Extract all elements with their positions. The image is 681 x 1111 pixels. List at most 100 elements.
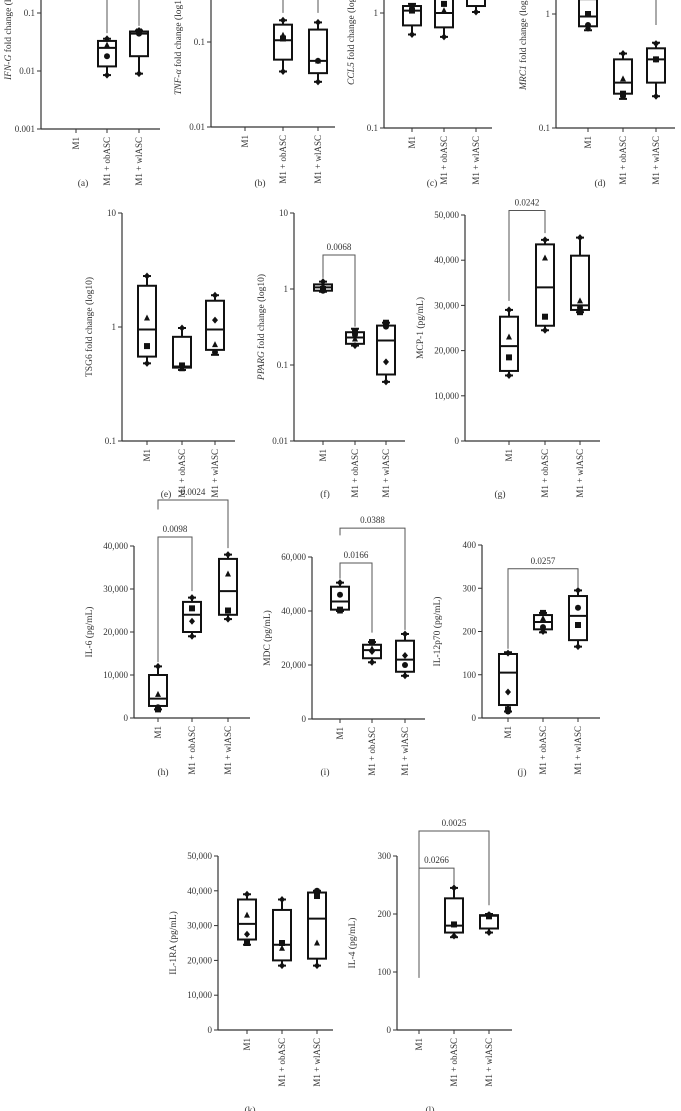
data-point-circle	[104, 53, 110, 60]
panel-caption: (j)	[518, 767, 527, 778]
y-axis-label-text: fold change (log10)	[173, 0, 184, 69]
x-tick-label: M1	[503, 726, 513, 739]
data-point-square	[540, 609, 546, 616]
data-point-diamond	[225, 551, 231, 559]
data-point-square	[383, 319, 389, 326]
box-2	[395, 630, 415, 680]
data-point-square	[451, 921, 457, 928]
y-tick-label: 60,000	[281, 552, 306, 562]
box-0	[148, 662, 168, 713]
data-point-diamond	[352, 342, 358, 350]
y-axis-label-text: MDC (pg/mL)	[262, 610, 273, 666]
x-tick-label: M1	[242, 1038, 252, 1051]
y-tick-label: 0	[124, 713, 129, 723]
x-tick-label: M1 + wlASC	[312, 1038, 322, 1087]
data-point-square	[225, 607, 231, 614]
y-axis-label-text: fold change (log10)	[346, 0, 357, 62]
x-tick-label: M1 + obASC	[449, 1038, 459, 1087]
panel-h: 0 10,000 20,000 30,000 40,000 M1 M1 + obASC M1 …	[84, 487, 250, 778]
box-iqr	[273, 23, 293, 61]
y-axis-label-text: fold change (log10)	[256, 274, 267, 351]
y-tick-label: 10	[107, 208, 117, 218]
x-tick-label: M1	[335, 727, 345, 740]
y-tick-label: 100	[463, 670, 477, 680]
data-point-diamond	[409, 31, 415, 39]
data-point-circle	[314, 887, 320, 894]
data-point-diamond	[244, 890, 250, 898]
x-tick-label: M1 + wlASC	[575, 449, 585, 498]
y-tick-label: 30,000	[187, 921, 212, 931]
data-point-diamond	[653, 40, 659, 48]
data-point-diamond	[451, 884, 457, 892]
x-tick-label: M1	[240, 135, 250, 148]
box-2	[570, 234, 590, 316]
y-tick-label: 200	[463, 627, 477, 637]
y-tick-label: 100	[378, 967, 392, 977]
x-tick-label: M1	[142, 449, 152, 462]
data-point-diamond	[280, 67, 286, 75]
box-iqr	[308, 28, 328, 75]
data-point-diamond	[279, 962, 285, 970]
p-value-label: 0.0025	[442, 818, 467, 828]
box-2	[205, 291, 225, 356]
box-1	[272, 896, 292, 970]
x-tick-label: M1	[71, 137, 81, 150]
y-tick-label: 40,000	[187, 886, 212, 896]
box-iqr	[272, 908, 292, 962]
data-point-square	[369, 639, 375, 646]
y-axis-label-gene: TNF-α	[174, 68, 184, 95]
data-point-diamond	[179, 324, 185, 332]
x-tick-label: M1 + wlASC	[210, 449, 220, 498]
data-point-diamond	[542, 236, 548, 244]
x-tick-label: M1 + obASC	[277, 1038, 287, 1087]
data-point-circle	[409, 3, 415, 10]
y-axis-label-gene: CCL5	[347, 62, 357, 85]
box-2	[307, 887, 327, 970]
box-iqr	[499, 315, 519, 372]
significance-bracket	[106, 0, 108, 34]
panel-l: 0 100 200 300 M1 M1 + obASC M1 + wlASC IL-4 (pg…	[347, 818, 512, 1111]
data-point-diamond	[486, 929, 492, 937]
x-tick-label: M1	[504, 449, 514, 462]
panel-a: 0.001 0.01 0.1 M1 M1 + obASC M1 + wlASC IFN-G …	[3, 0, 160, 189]
y-axis-label: TSG6 fold change (log10)	[84, 277, 95, 377]
box-2	[129, 26, 149, 78]
y-axis-label: MCP-1 (pg/mL)	[415, 297, 426, 359]
data-point-square	[441, 0, 447, 7]
data-point-triangle	[337, 607, 343, 614]
data-point-diamond	[369, 658, 375, 666]
y-tick-label: 40,000	[434, 255, 459, 265]
significance-bracket	[418, 830, 490, 978]
data-point-square	[575, 622, 581, 629]
significance-bracket	[655, 0, 657, 26]
data-point-diamond	[189, 632, 195, 640]
y-axis-label: IL-12p70 (pg/mL)	[432, 597, 443, 667]
data-point-circle	[577, 304, 583, 311]
x-tick-label: M1	[153, 726, 163, 739]
panel-caption: (f)	[320, 489, 330, 500]
y-tick-label: 50,000	[434, 210, 459, 220]
box-iqr	[137, 284, 157, 358]
data-point-diamond	[653, 92, 659, 100]
p-value-label: 0.0166	[344, 550, 369, 560]
x-tick-label: M1 + wlASC	[223, 726, 233, 775]
y-tick-label: 1	[374, 8, 379, 18]
panel-e: 0.1 1 10 M1 M1 + obASC M1 + wlASC TSG6 fold ch…	[84, 208, 235, 500]
x-tick-label: M1 + wlASC	[573, 726, 583, 775]
x-tick-label: M1 + obASC	[618, 136, 628, 185]
y-axis-label: TNF-α fold change (log10)	[173, 0, 184, 95]
x-tick-label: M1 + obASC	[538, 726, 548, 775]
x-tick-label: M1 + obASC	[439, 136, 449, 185]
y-axis-label-gene: MRC1	[519, 65, 529, 91]
y-tick-label: 0	[387, 1025, 392, 1035]
box-1	[97, 35, 117, 79]
y-axis-label: CCL5 fold change (log10)	[346, 0, 357, 85]
y-tick-label: 0.1	[194, 37, 205, 47]
data-point-diamond	[486, 911, 492, 919]
data-point-triangle	[179, 365, 185, 372]
data-point-square	[280, 35, 286, 42]
x-tick-label: M1	[407, 136, 417, 149]
x-tick-label: M1 + obASC	[187, 726, 197, 775]
p-value-label: 0.0098	[163, 524, 188, 534]
box-1	[345, 327, 365, 350]
